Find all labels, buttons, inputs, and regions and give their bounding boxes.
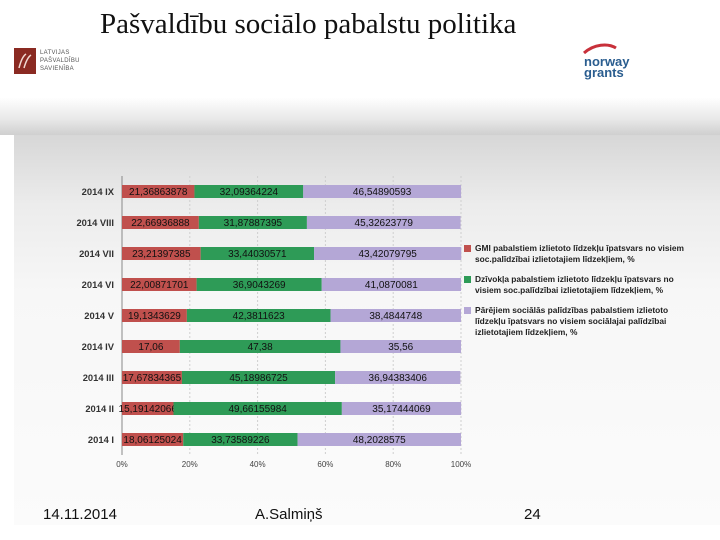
legend-swatch-dwelling bbox=[464, 276, 471, 283]
data-label: 38,4844748 bbox=[369, 311, 422, 322]
bar-segment-dwelling bbox=[181, 371, 336, 384]
bar-segment-gmi bbox=[122, 433, 184, 446]
data-label: 17,06 bbox=[138, 342, 163, 353]
legend-label: Pārējiem sociālās palīdzības pabalstiem … bbox=[475, 305, 669, 337]
category-label: 2014 II bbox=[85, 403, 114, 414]
bar-segment-dwelling bbox=[198, 216, 307, 229]
footer-date: 14.11.2014 bbox=[43, 506, 117, 523]
norway-grants-line2: grants bbox=[584, 65, 624, 80]
footer-page-number: 24 bbox=[524, 506, 541, 523]
legend-swatch-gmi bbox=[464, 245, 471, 252]
norway-grants-line1: norway bbox=[584, 54, 630, 69]
bar-segment-gmi bbox=[122, 247, 201, 260]
bar-segment-gmi bbox=[122, 371, 182, 384]
category-label: 2014 VII bbox=[79, 248, 114, 259]
category-label: 2014 III bbox=[83, 372, 114, 383]
bar-segment-other bbox=[314, 247, 462, 260]
data-label: 46,54890593 bbox=[353, 187, 412, 198]
data-label: 22,00871701 bbox=[130, 280, 189, 291]
data-label: 42,3811623 bbox=[233, 311, 286, 322]
lps-logo-text: LATVIJAS PAŠVALDĪBU SAVIENĪBA bbox=[40, 49, 80, 73]
data-label: 36,9043269 bbox=[233, 280, 286, 291]
bar-segment-other bbox=[303, 185, 462, 198]
x-tick-label: 60% bbox=[317, 460, 333, 469]
lps-logo-line: LATVIJAS bbox=[40, 50, 70, 56]
bar-segment-other bbox=[330, 309, 461, 322]
legend-swatch-other bbox=[464, 307, 471, 314]
bar-segment-gmi bbox=[122, 309, 187, 322]
data-label: 15,19142066 bbox=[119, 404, 178, 415]
lps-logo-line: SAVIENĪBA bbox=[40, 66, 74, 72]
bar-segment-other bbox=[306, 216, 461, 229]
category-label: 2014 IX bbox=[82, 186, 115, 197]
data-label: 21,36863878 bbox=[129, 187, 188, 198]
legend-item: Pārējiem sociālās palīdzības pabalstiem … bbox=[464, 305, 694, 338]
data-label: 33,44030571 bbox=[228, 249, 287, 260]
bar-segment-other bbox=[321, 278, 462, 291]
legend-item: Dzīvokļa pabalstiem izlietoto līdzekļu ī… bbox=[464, 274, 694, 296]
bar-segment-dwelling bbox=[194, 185, 304, 198]
norway-grants-swoosh-icon bbox=[582, 43, 617, 55]
bar-segment-dwelling bbox=[186, 309, 331, 322]
data-label: 17,67834365 bbox=[123, 373, 182, 384]
data-label: 19,1343629 bbox=[128, 311, 181, 322]
category-label: 2014 V bbox=[84, 310, 114, 321]
data-label: 35,17444069 bbox=[372, 404, 431, 415]
data-label: 43,42079795 bbox=[358, 249, 417, 260]
data-label: 18,06125024 bbox=[123, 435, 182, 446]
data-label: 31,87887395 bbox=[224, 218, 283, 229]
chart-background bbox=[14, 135, 720, 525]
data-label: 36,94383406 bbox=[369, 373, 428, 384]
bar-segment-gmi bbox=[122, 278, 197, 291]
bar-segment-dwelling bbox=[200, 247, 315, 260]
data-label: 35,56 bbox=[388, 342, 413, 353]
category-label: 2014 VIII bbox=[76, 217, 114, 228]
data-label: 45,18986725 bbox=[229, 373, 288, 384]
bar-segment-dwelling bbox=[179, 340, 341, 353]
bar-segment-other bbox=[335, 371, 461, 384]
legend-label: GMI pabalstiem izlietoto līdzekļu īpatsv… bbox=[475, 243, 684, 264]
bar-segment-gmi bbox=[122, 216, 199, 229]
header-band bbox=[0, 0, 720, 135]
bar-segment-dwelling bbox=[183, 433, 298, 446]
bar-segment-gmi bbox=[122, 402, 174, 415]
chart-legend: GMI pabalstiem izlietoto līdzekļu īpatsv… bbox=[464, 243, 694, 347]
data-label: 45,32623779 bbox=[355, 218, 414, 229]
category-label: 2014 I bbox=[88, 434, 114, 445]
data-label: 23,21397385 bbox=[132, 249, 191, 260]
x-tick-label: 20% bbox=[182, 460, 198, 469]
bar-segment-other bbox=[297, 433, 461, 446]
legend-item: GMI pabalstiem izlietoto līdzekļu īpatsv… bbox=[464, 243, 694, 265]
category-label: 2014 IV bbox=[82, 341, 115, 352]
legend-label: Dzīvokļa pabalstiem izlietoto līdzekļu ī… bbox=[475, 274, 674, 295]
data-label: 33,73589226 bbox=[211, 435, 270, 446]
lps-logo: LATVIJAS PAŠVALDĪBU SAVIENĪBA bbox=[14, 48, 80, 74]
lps-logo-icon bbox=[14, 48, 36, 74]
slide-title: Pašvaldību sociālo pabalstu politika bbox=[100, 8, 517, 40]
data-label: 47,38 bbox=[248, 342, 273, 353]
bar-segment-gmi bbox=[122, 340, 180, 353]
x-tick-label: 0% bbox=[116, 460, 128, 469]
bar-segment-gmi bbox=[122, 185, 195, 198]
lps-logo-line: PAŠVALDĪBU bbox=[40, 58, 80, 64]
category-label: 2014 VI bbox=[82, 279, 114, 290]
footer-author: A.Salmiņš bbox=[255, 506, 323, 523]
data-label: 49,66155984 bbox=[228, 404, 287, 415]
bar-segment-other bbox=[340, 340, 461, 353]
data-label: 22,66936888 bbox=[131, 218, 190, 229]
x-tick-label: 40% bbox=[250, 460, 266, 469]
data-label: 32,09364224 bbox=[220, 187, 279, 198]
data-label: 41,0870081 bbox=[365, 280, 418, 291]
norway-grants-logo: norway grants bbox=[576, 43, 640, 84]
bar-segment-dwelling bbox=[196, 278, 322, 291]
bar-segment-dwelling bbox=[173, 402, 342, 415]
x-tick-label: 80% bbox=[385, 460, 401, 469]
bar-segment-other bbox=[341, 402, 462, 415]
data-label: 48,2028575 bbox=[353, 435, 406, 446]
x-tick-label: 100% bbox=[451, 460, 471, 469]
